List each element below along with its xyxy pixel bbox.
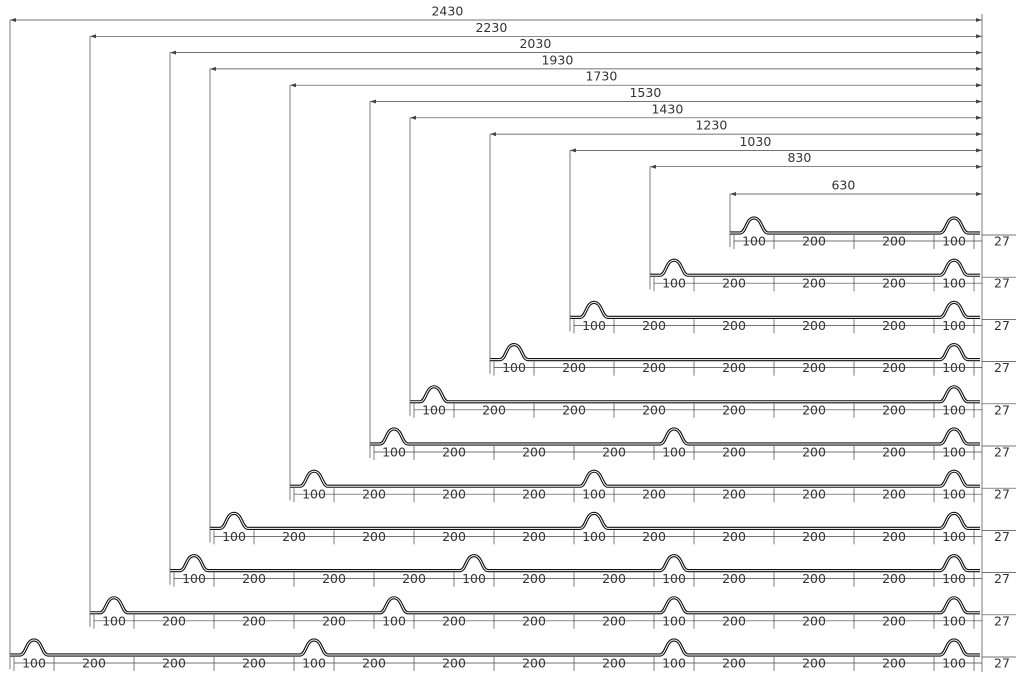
profile-inner <box>210 512 980 529</box>
profile-outer <box>210 511 980 530</box>
profile-outer <box>370 427 980 446</box>
height-label: 27 <box>994 529 1010 544</box>
height-label: 27 <box>994 445 1010 460</box>
profile-outer <box>490 342 980 362</box>
height-label: 27 <box>994 487 1010 502</box>
dimension-label: 1930 <box>541 52 573 67</box>
height-label: 27 <box>994 402 1010 417</box>
height-label: 27 <box>994 571 1010 586</box>
height-label: 27 <box>994 276 1010 291</box>
height-label: 27 <box>994 360 1010 375</box>
profile-inner <box>10 639 980 656</box>
dimension-label: 830 <box>787 150 811 165</box>
profile-inner <box>290 470 980 487</box>
height-label: 27 <box>994 234 1010 249</box>
dimension-label: 630 <box>831 178 855 193</box>
profile-inner <box>370 428 980 445</box>
dimension-label: 1730 <box>585 69 617 84</box>
profile-outer <box>650 258 980 277</box>
profile-inner <box>410 386 980 403</box>
profile-inner <box>570 301 980 318</box>
profile-outer <box>170 553 980 573</box>
height-label: 27 <box>994 318 1010 333</box>
profile-outer <box>10 638 980 657</box>
profile-inner <box>730 217 980 234</box>
profile-outer <box>730 216 980 235</box>
profile-inner <box>490 344 980 361</box>
height-label: 27 <box>994 613 1010 628</box>
dimension-label: 1530 <box>629 85 661 100</box>
dimension-label: 1230 <box>695 118 727 133</box>
profile-outer <box>290 469 980 488</box>
dimension-label: 2230 <box>475 20 507 35</box>
dimension-label: 2430 <box>431 4 463 19</box>
dimension-label: 1030 <box>739 134 771 149</box>
profile-outer <box>90 596 980 615</box>
dimension-label: 2030 <box>519 36 551 51</box>
height-label: 27 <box>994 656 1010 671</box>
profile-inner <box>650 259 980 276</box>
profile-inner <box>170 555 980 572</box>
profile-outer <box>570 300 980 319</box>
dimension-label: 1430 <box>651 101 683 116</box>
profile-inner <box>90 597 980 614</box>
profile-outer <box>410 385 980 404</box>
